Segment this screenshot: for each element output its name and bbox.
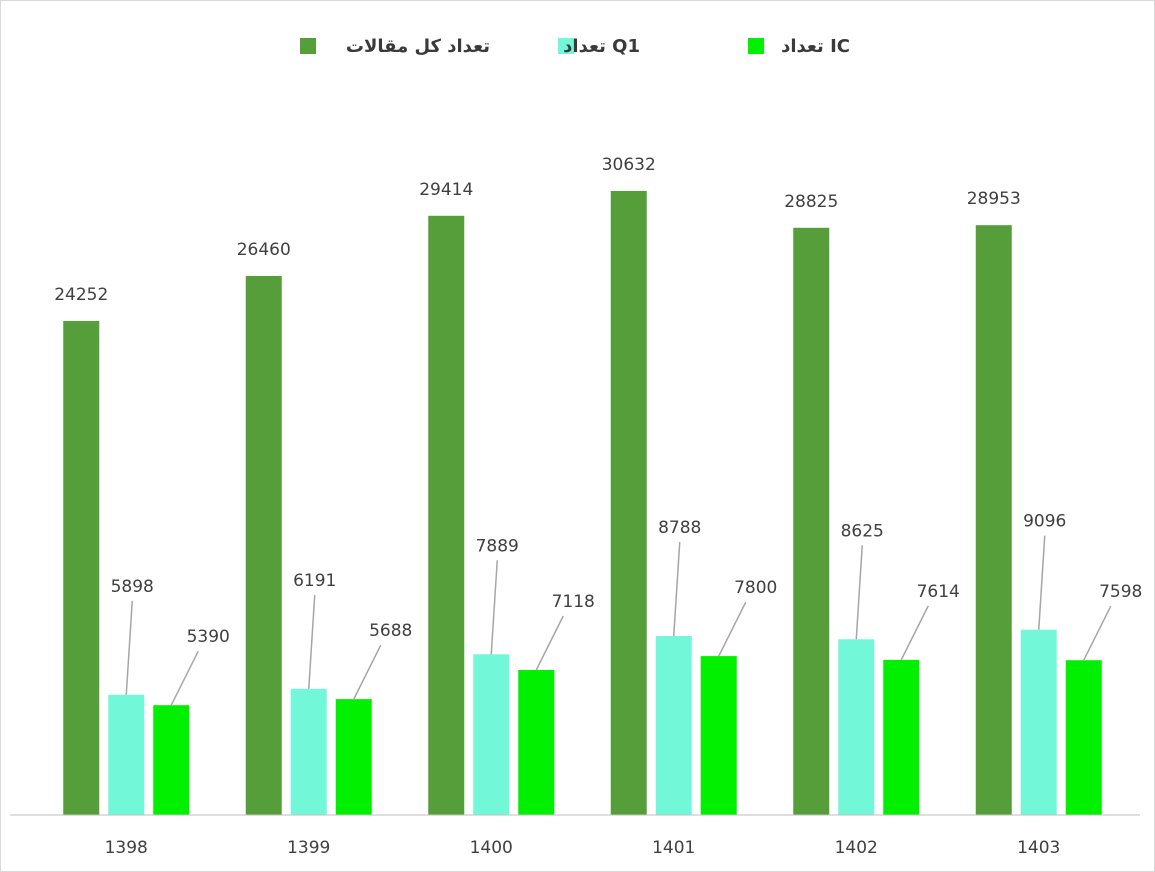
data-label: 7598 bbox=[1099, 582, 1142, 602]
leader-line bbox=[1083, 605, 1112, 661]
bar bbox=[153, 705, 190, 815]
bar bbox=[108, 694, 145, 815]
bar bbox=[793, 227, 830, 815]
bar bbox=[700, 656, 737, 815]
leader-line bbox=[170, 650, 199, 706]
leader-line bbox=[308, 594, 316, 689]
data-label: 30632 bbox=[602, 155, 656, 175]
bar bbox=[975, 225, 1012, 815]
data-label: 8625 bbox=[841, 521, 884, 541]
leader-line bbox=[718, 601, 747, 657]
data-label: 29414 bbox=[419, 180, 473, 200]
leader-line bbox=[535, 615, 564, 671]
bar bbox=[473, 654, 510, 815]
data-label: 5390 bbox=[187, 627, 230, 647]
x-tick-label: 1402 bbox=[835, 838, 878, 858]
leader-line bbox=[125, 600, 133, 695]
x-tick-label: 1401 bbox=[652, 838, 695, 858]
data-label: 6191 bbox=[293, 571, 336, 591]
data-label: 28953 bbox=[967, 189, 1021, 209]
leader-line bbox=[353, 644, 382, 700]
x-tick-label: 1403 bbox=[1017, 838, 1060, 858]
data-label: 9096 bbox=[1023, 512, 1066, 532]
bar bbox=[655, 635, 692, 815]
x-tick-label: 1399 bbox=[287, 838, 330, 858]
legend-label: تعداد کل مقالات bbox=[346, 36, 490, 57]
bar bbox=[883, 659, 920, 815]
leader-line bbox=[1038, 535, 1046, 630]
leader-line bbox=[490, 560, 498, 655]
legend-swatch bbox=[748, 38, 764, 54]
bar bbox=[290, 688, 327, 815]
bar bbox=[335, 699, 372, 815]
data-label: 28825 bbox=[784, 192, 838, 212]
bar bbox=[838, 639, 875, 815]
data-label: 7614 bbox=[917, 582, 960, 602]
legend-swatch bbox=[558, 38, 574, 54]
x-tick-label: 1400 bbox=[470, 838, 513, 858]
bar bbox=[518, 669, 555, 815]
bar bbox=[1065, 660, 1102, 815]
leader-line bbox=[673, 541, 681, 637]
data-label: 7800 bbox=[734, 578, 777, 598]
leader-line bbox=[855, 545, 863, 640]
bar bbox=[245, 275, 282, 815]
legend-label: تعداد IC bbox=[781, 36, 850, 57]
data-label: 5898 bbox=[111, 577, 154, 597]
data-label: 5688 bbox=[369, 621, 412, 641]
bar bbox=[1020, 629, 1057, 815]
legend-swatch bbox=[300, 38, 316, 54]
data-label: 26460 bbox=[237, 240, 291, 260]
bar bbox=[428, 215, 465, 815]
data-label: 8788 bbox=[658, 518, 701, 538]
bar bbox=[63, 320, 100, 815]
x-tick-label: 1398 bbox=[105, 838, 148, 858]
legend-label: تعداد Q1 bbox=[563, 36, 640, 57]
data-label: 24252 bbox=[54, 285, 108, 305]
bar bbox=[610, 190, 647, 815]
data-label: 7118 bbox=[552, 592, 595, 612]
data-label: 7889 bbox=[476, 536, 519, 556]
leader-line bbox=[900, 605, 929, 661]
